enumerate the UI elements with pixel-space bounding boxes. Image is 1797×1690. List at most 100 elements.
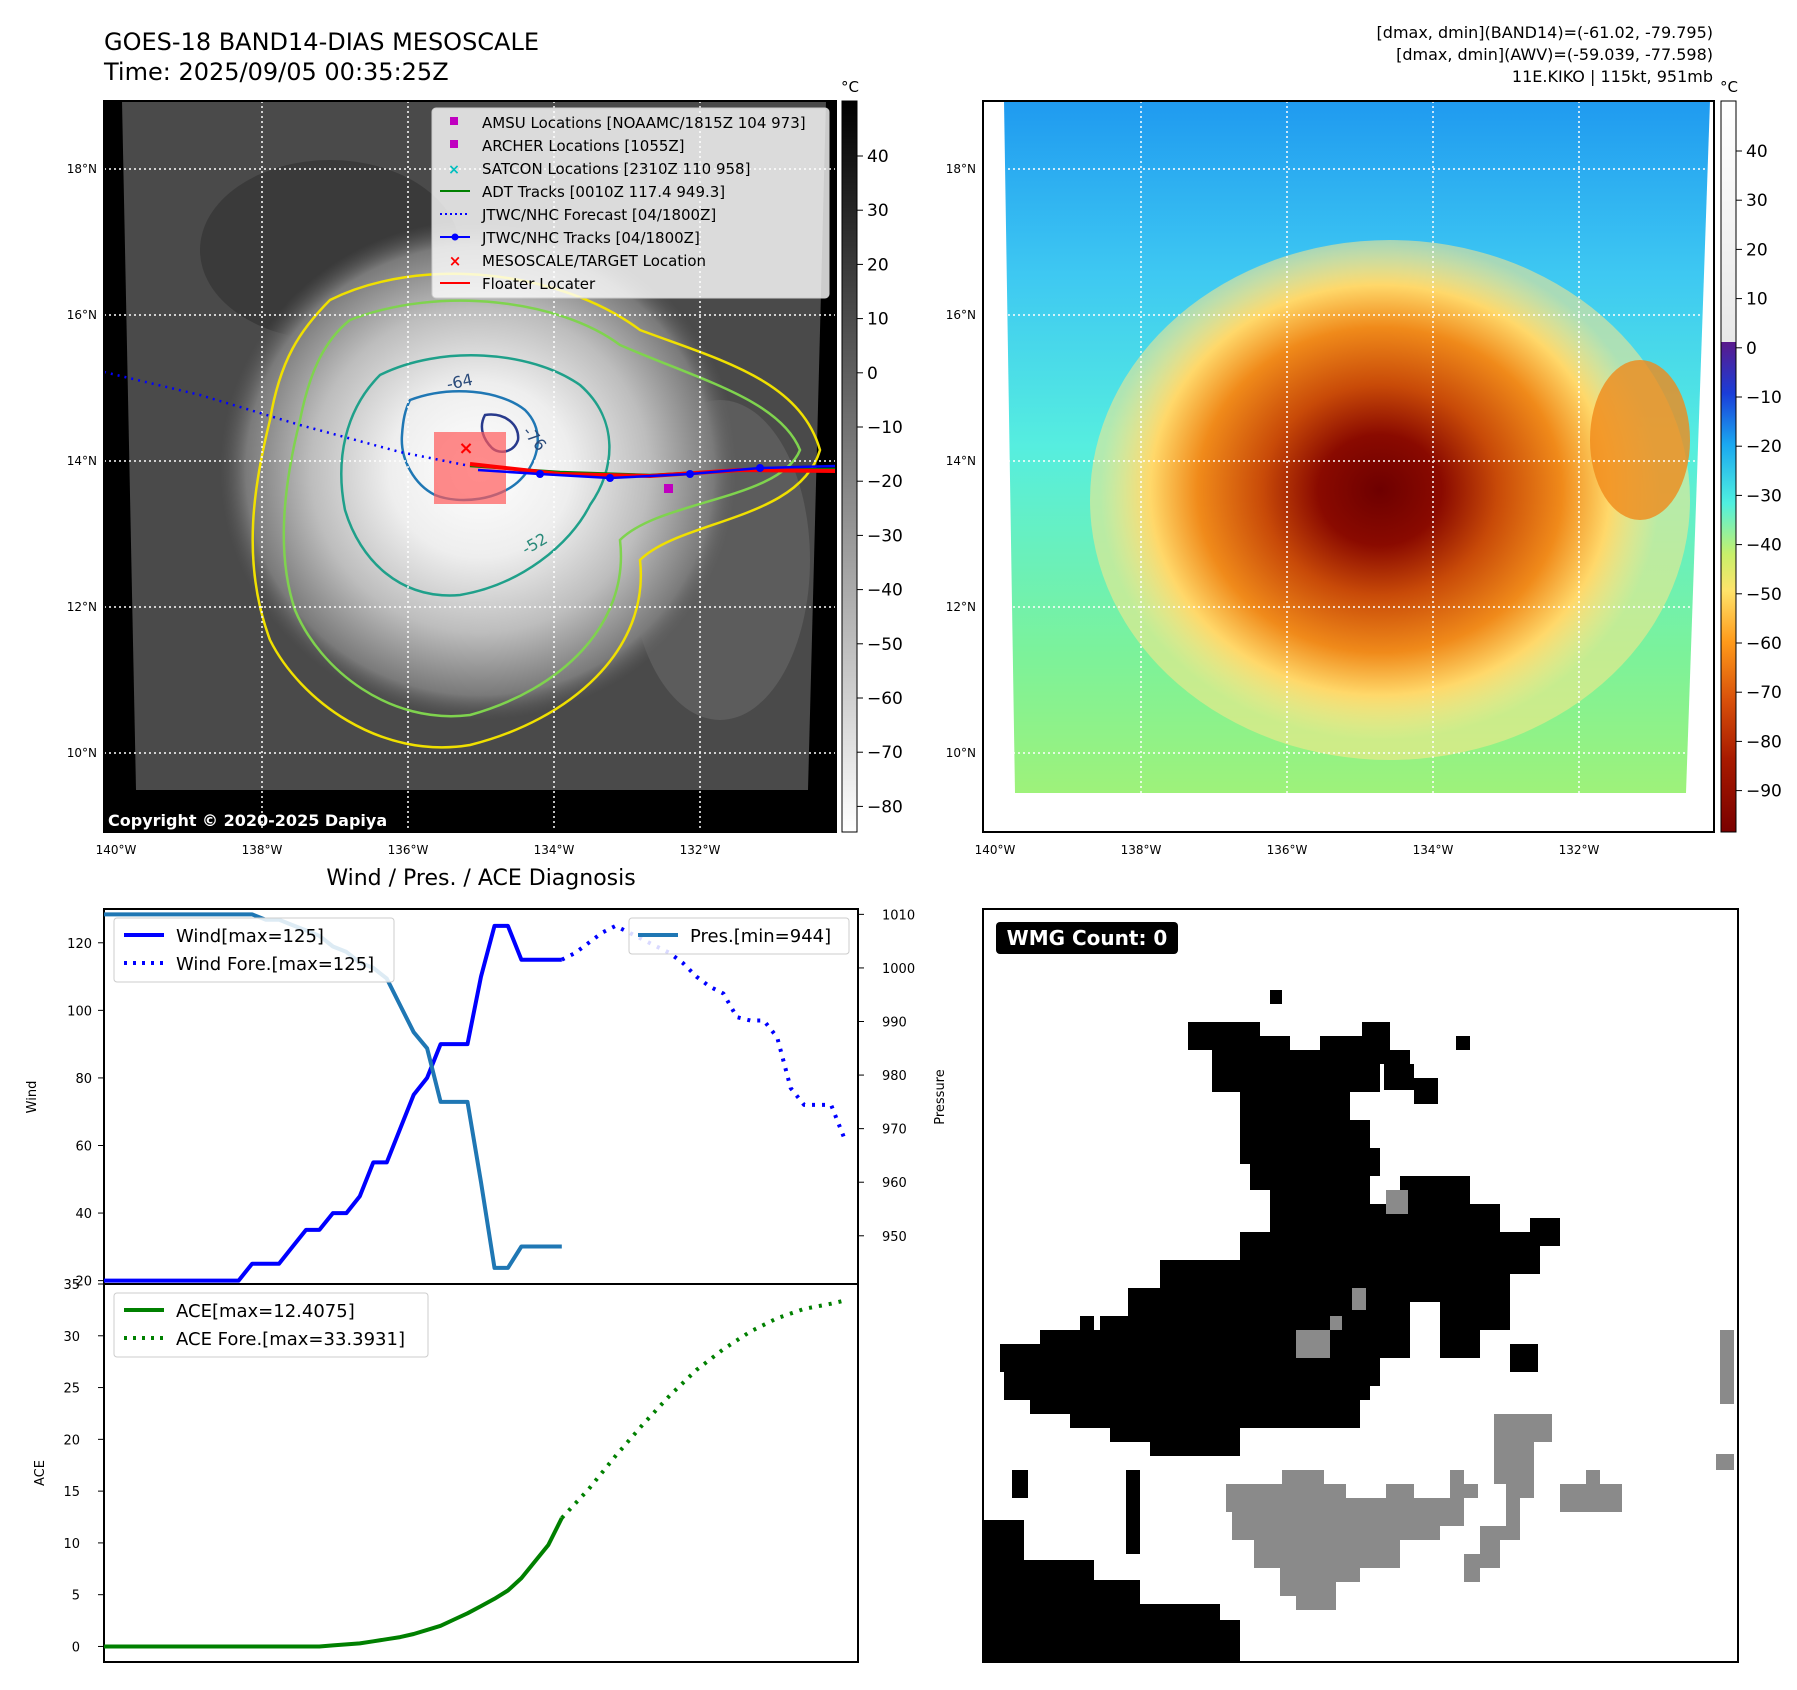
ir-panel: -64 -76 -52 × A <box>103 100 837 833</box>
ir-legend-box <box>431 107 830 299</box>
awv-colorbar-tick-label: −50 <box>1746 585 1782 605</box>
ir-contour-yellow <box>251 272 822 749</box>
ir-legend: AMSU Locations [NOAAMC/1815Z 104 973] AR… <box>431 107 830 299</box>
ace-series-line-0 <box>104 1517 564 1649</box>
awv-lat-label: 18°N <box>946 162 976 176</box>
pressure-legend-label: Pres.[min=944] <box>690 926 831 947</box>
legend-label-floater: Floater Locater <box>482 275 596 293</box>
ir-colorbar-tick-label: −80 <box>867 797 903 817</box>
jtwc-track-point <box>756 464 764 472</box>
wind-ylabel: Wind <box>25 1081 40 1114</box>
ir-colorbar-unit: °C <box>841 78 859 96</box>
ir-lat-label: 10°N <box>67 746 97 760</box>
ir-colorbar-ticks: 40 30 20 10 0 −10 −20 −30 −40 −50 −60 −70 −80 <box>857 147 903 817</box>
map-axis-labels: 140°W 140°W 138°W 138°W 136°W 136°W 134°W 134°W… <box>67 162 1600 857</box>
ace-legend-label: ACE[max=12.4075] <box>176 1301 355 1322</box>
ace-y-ticks: 35 30 25 20 15 10 5 0 <box>63 1278 104 1655</box>
ir-colorbar-tick-label: 20 <box>867 255 889 275</box>
awv-colorbar-tick-label: 0 <box>1746 339 1757 359</box>
wind-series-line-0 <box>104 923 562 1283</box>
pressure-tick-label: 1000 <box>882 962 915 977</box>
legend-label-forecast: JTWC/NHC Forecast [04/1800Z] <box>481 206 716 224</box>
ir-colorbar-tick-label: 30 <box>867 201 889 221</box>
wind-forecast-legend-label: Wind Fore.[max=125] <box>176 954 374 975</box>
awv-colorbar-ticks: 40 30 20 10 0 −10 −20 −30 −40 −50 −60 −70 −80 −90 <box>1736 142 1782 802</box>
wind-series-line-1 <box>560 923 847 1140</box>
awv-colorbar-tick-label: −80 <box>1746 732 1782 752</box>
legend-symbol-jtwc-dot <box>451 233 459 241</box>
awv-colorbar-tick-label: −30 <box>1746 486 1782 506</box>
ace-plot: 35 30 25 20 15 10 5 0 ACE ACE[max=12.4075] ACE … <box>33 1278 859 1663</box>
wind-pressure-plot: 120 100 80 60 40 20 1010 1000 990 980 970 960 950 W… <box>25 908 948 1290</box>
ace-tick-label: 10 <box>63 1537 80 1552</box>
legend-symbol-target: × <box>449 252 462 270</box>
awv-lat-label: 12°N <box>946 600 976 614</box>
info-band14-range: [dmax, dmin](BAND14)=(-61.02, -79.795) <box>1377 23 1713 42</box>
awv-colorbar-tick-label: −20 <box>1746 437 1782 457</box>
pressure-tick-label: 980 <box>882 1069 907 1084</box>
pressure-tick-label: 960 <box>882 1176 907 1191</box>
ir-lat-label: 18°N <box>67 162 97 176</box>
wmg-panel-frame <box>982 908 1739 1663</box>
ir-colorbar-tick-label: −50 <box>867 635 903 655</box>
info-awv-range: [dmax, dmin](AWV)=(-59.039, -77.598) <box>1396 45 1713 64</box>
awv-side-band <box>1590 360 1690 520</box>
wind-legend-label: Wind[max=125] <box>176 926 324 947</box>
awv-colorbar-tick-label: 10 <box>1746 290 1768 310</box>
awv-lon-label: 134°W <box>1413 843 1454 857</box>
pressure-y-ticks: 1010 1000 990 980 970 960 950 <box>858 908 915 1245</box>
jtwc-track <box>477 464 837 480</box>
ace-legend: ACE[max=12.4075] ACE Fore.[max=33.3931] <box>113 1292 429 1358</box>
legend-label-target: MESOSCALE/TARGET Location <box>482 252 706 270</box>
ir-panel-frame <box>103 100 837 833</box>
wmg-count-text: WMG Count: 0 <box>1007 926 1168 950</box>
awv-colorbar-tick-label: 20 <box>1746 240 1768 260</box>
pressure-tick-label: 990 <box>882 1016 907 1031</box>
ir-lat-label: 14°N <box>67 454 97 468</box>
wind-legend: Wind[max=125] Wind Fore.[max=125] <box>113 917 395 983</box>
awv-colorbar-tick-label: −40 <box>1746 536 1782 556</box>
awv-colorbar-tick-label: −90 <box>1746 782 1782 802</box>
jtwc-track-point <box>686 470 694 478</box>
awv-colorbar-tick-label: −10 <box>1746 388 1782 408</box>
ir-lon-label: 138°W <box>242 843 283 857</box>
legend-symbol-amsu <box>450 117 458 125</box>
wind-y-ticks: 120 100 80 60 40 20 <box>67 937 104 1290</box>
ir-colorbar-tick-label: −60 <box>867 689 903 709</box>
pressure-tick-label: 1010 <box>882 908 915 923</box>
ace-tick-label: 35 <box>63 1278 80 1293</box>
awv-lon-label: 138°W <box>1121 843 1162 857</box>
ir-lon-label: 132°W <box>680 843 721 857</box>
ace-series-group <box>103 1298 845 1649</box>
awv-colorbar-tick-label: 40 <box>1746 142 1768 162</box>
ir-lon-label: 134°W <box>534 843 575 857</box>
ace-forecast-legend-label: ACE Fore.[max=33.3931] <box>176 1329 405 1350</box>
ace-tick-label: 5 <box>72 1589 80 1604</box>
pressure-tick-label: 950 <box>882 1230 907 1245</box>
awv-lon-label: 132°W <box>1559 843 1600 857</box>
wmg-count-badge <box>996 922 1178 954</box>
ace-tick-label: 25 <box>63 1382 80 1397</box>
awv-colorbar: °C 40 30 20 10 0 −10 −20 −30 −40 −50 −60 −70 −80 −90 <box>1720 78 1782 833</box>
awv-panel-frame <box>982 100 1715 833</box>
info-storm: 11E.KIKO | 115kt, 951mb <box>1512 67 1713 86</box>
awv-panel <box>982 100 1715 833</box>
ir-contour-teal <box>340 354 611 597</box>
awv-lon-label: 140°W <box>975 843 1016 857</box>
wind-tick-label: 60 <box>75 1139 92 1154</box>
wind-tick-label: 40 <box>75 1207 92 1222</box>
wmg-black-region <box>983 990 1560 1662</box>
ir-colorbar-tick-label: −40 <box>867 581 903 601</box>
legend-label-satcon: SATCON Locations [2310Z 110 958] <box>482 160 750 178</box>
figure-time: Time: 2025/09/05 00:35:25Z <box>103 58 449 86</box>
wmg-panel: WMG Count: 0 <box>982 908 1739 1663</box>
copyright: Copyright © 2020-2025 Dapiya <box>108 811 387 830</box>
ir-colorbar-tick-label: −30 <box>867 526 903 546</box>
awv-colorbar-tick-label: −70 <box>1746 683 1782 703</box>
awv-colorbar-scale <box>1720 100 1737 833</box>
ace-tick-label: 20 <box>63 1433 80 1448</box>
mesoscale-target-marker: × <box>458 438 473 459</box>
awv-lat-label: 14°N <box>946 454 976 468</box>
wind-tick-label: 20 <box>75 1275 92 1290</box>
ace-tick-label: 30 <box>63 1330 80 1345</box>
